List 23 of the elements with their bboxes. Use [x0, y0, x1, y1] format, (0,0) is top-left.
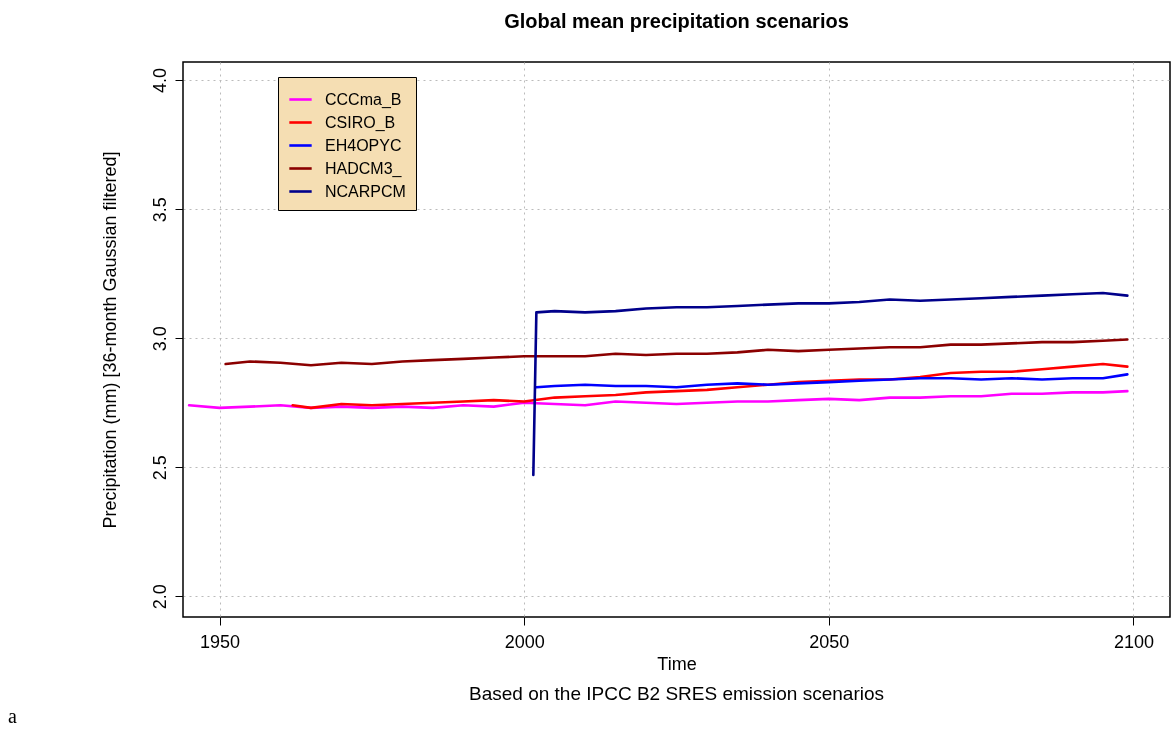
text: a	[8, 705, 17, 728]
line-series	[187, 389, 1129, 410]
legend-label: NCARPCM	[325, 182, 406, 200]
y-tick-label: 2.0	[149, 584, 170, 610]
y-tick-label: 3.0	[149, 326, 170, 352]
chart-title: Global mean precipitation scenarios	[504, 10, 849, 32]
line-series	[535, 373, 1129, 389]
text: Based on the IPCC B2 SRES emission scenarios	[468, 683, 885, 705]
x-axis-title: Time	[657, 653, 697, 674]
x-tick-label: 2050	[809, 631, 850, 652]
y-axis-title: Precipitation (mm) [36-month Gaussian filtered]	[99, 151, 120, 529]
legend-label: EH4OPYC	[325, 136, 402, 154]
x-tick-label: 2000	[504, 631, 545, 652]
x-tick-label: 2100	[1113, 631, 1154, 652]
y-tick-label: 2.5	[149, 455, 170, 481]
legend-label: CCCma_B	[325, 90, 402, 109]
line-series	[532, 291, 1129, 477]
line-series	[224, 338, 1129, 367]
legend-label: CSIRO_B	[325, 113, 396, 132]
y-tick-label: 3.5	[149, 197, 170, 223]
y-tick-label: 4.0	[149, 68, 170, 94]
x-tick-label: 1950	[200, 631, 241, 652]
legend-label: HADCM3_	[325, 159, 403, 178]
